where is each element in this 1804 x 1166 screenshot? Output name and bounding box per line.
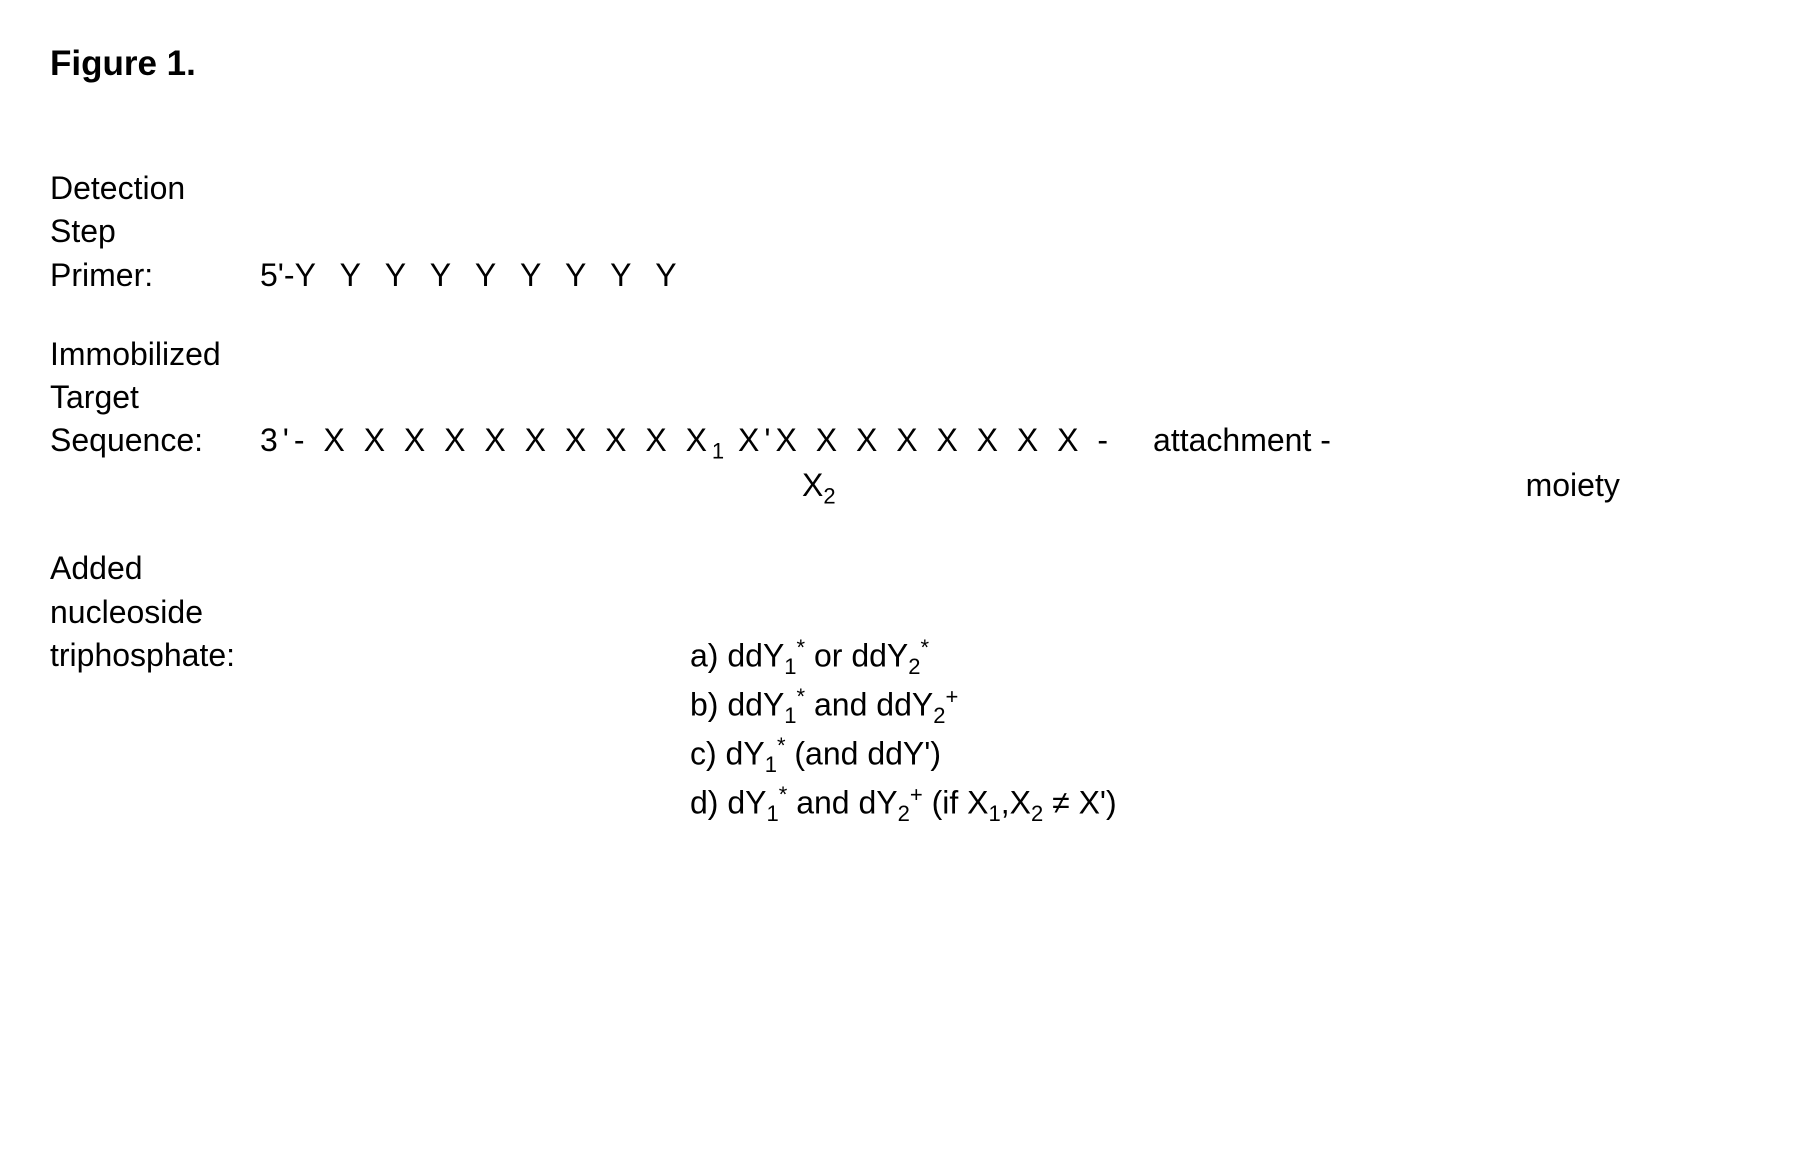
seq-sub2: 2 (823, 484, 835, 509)
opt-d-prefix: d) dY (690, 784, 766, 820)
opt-d-plus: + (910, 782, 923, 807)
seq-dash-end: - (1083, 422, 1113, 458)
seq-x2: X (802, 467, 823, 503)
primer-prefix: 5'- (260, 254, 295, 297)
opt-b-mid: and ddY (805, 687, 933, 723)
attachment-line1: attachment - (1113, 419, 1331, 462)
detection-label-1: Detection (50, 167, 1754, 210)
opt-d-star1: * (779, 782, 788, 807)
opt-d-sufsub1: 1 (989, 801, 1001, 826)
option-d: d) dY1* and dY2+ (if X1,X2 ≠ X') (690, 780, 1117, 829)
option-c: c) dY1* (and ddY') (690, 731, 1117, 780)
added-line1: Added (50, 547, 260, 590)
x2-spacer (50, 464, 260, 511)
opt-d-sub2: 2 (898, 801, 910, 826)
opt-c-prefix: c) dY (690, 735, 765, 771)
opt-a-prefix: a) ddY (690, 638, 784, 674)
opt-d-ne: ≠ X') (1043, 784, 1116, 820)
opt-d-commax: ,X (1001, 784, 1031, 820)
seq-x1: X (686, 422, 712, 458)
seq-xrun1: X X X X X X X X X (323, 422, 685, 458)
opt-b-prefix: b) ddY (690, 687, 784, 723)
opt-d-sub1: 1 (766, 801, 778, 826)
primer-row: Primer: 5'- Y Y Y Y Y Y Y Y Y (50, 254, 1754, 297)
seq-sub1: 1 (712, 439, 724, 464)
opt-a-star2: * (921, 635, 930, 660)
x2-row: X2 moiety (50, 464, 1754, 511)
opt-d-sufsub2: 2 (1031, 801, 1043, 826)
opt-c-sub1: 1 (765, 752, 777, 777)
primer-label: Primer: (50, 254, 260, 297)
detection-label-2: Step (50, 210, 1754, 253)
seq-mid: X' (724, 422, 775, 458)
added-line2: nucleoside (50, 591, 260, 634)
opt-d-sufpre: (if X (923, 784, 989, 820)
opt-a-mid: or ddY (805, 638, 908, 674)
x2-block: X2 (260, 464, 836, 511)
opt-a-star1: * (797, 635, 806, 660)
detection-step-group: Detection Step Primer: 5'- Y Y Y Y Y Y Y… (50, 167, 1754, 297)
attachment-line2: moiety (836, 464, 1620, 511)
seq-xrun2: X X X X X X X X (776, 422, 1084, 458)
opt-d-mid: and dY (787, 784, 897, 820)
figure-title: Figure 1. (50, 40, 1754, 87)
opt-b-star1: * (797, 684, 806, 709)
sequence-label: Sequence: (50, 419, 260, 462)
sequence-row: Sequence: 3'- X X X X X X X X X X1 X'X X… (50, 419, 1754, 466)
sequence-body: 3'- X X X X X X X X X X1 X'X X X X X X X… (260, 419, 1113, 466)
opt-b-sub2: 2 (933, 703, 945, 728)
opt-b-sub1: 1 (784, 703, 796, 728)
opt-b-plus: + (945, 684, 958, 709)
option-b: b) ddY1* and ddY2+ (690, 682, 1117, 731)
opt-c-star1: * (777, 733, 786, 758)
seq-prefix: 3'- (260, 422, 323, 458)
immobilized-group: Immobilized Target Sequence: 3'- X X X X… (50, 333, 1754, 512)
opt-a-sub2: 2 (908, 654, 920, 679)
options-list: a) ddY1* or ddY2* b) ddY1* and ddY2+ c) … (260, 547, 1117, 828)
added-labels: Added nucleoside triphosphate: (50, 547, 260, 677)
added-line3: triphosphate: (50, 634, 260, 677)
immobilized-label-1: Immobilized (50, 333, 1754, 376)
opt-a-sub1: 1 (784, 654, 796, 679)
option-a: a) ddY1* or ddY2* (690, 633, 1117, 682)
added-group: Added nucleoside triphosphate: a) ddY1* … (50, 547, 1754, 828)
primer-sequence: Y Y Y Y Y Y Y Y Y (295, 254, 685, 297)
opt-c-suffix: (and ddY') (786, 735, 942, 771)
immobilized-label-2: Target (50, 376, 1754, 419)
